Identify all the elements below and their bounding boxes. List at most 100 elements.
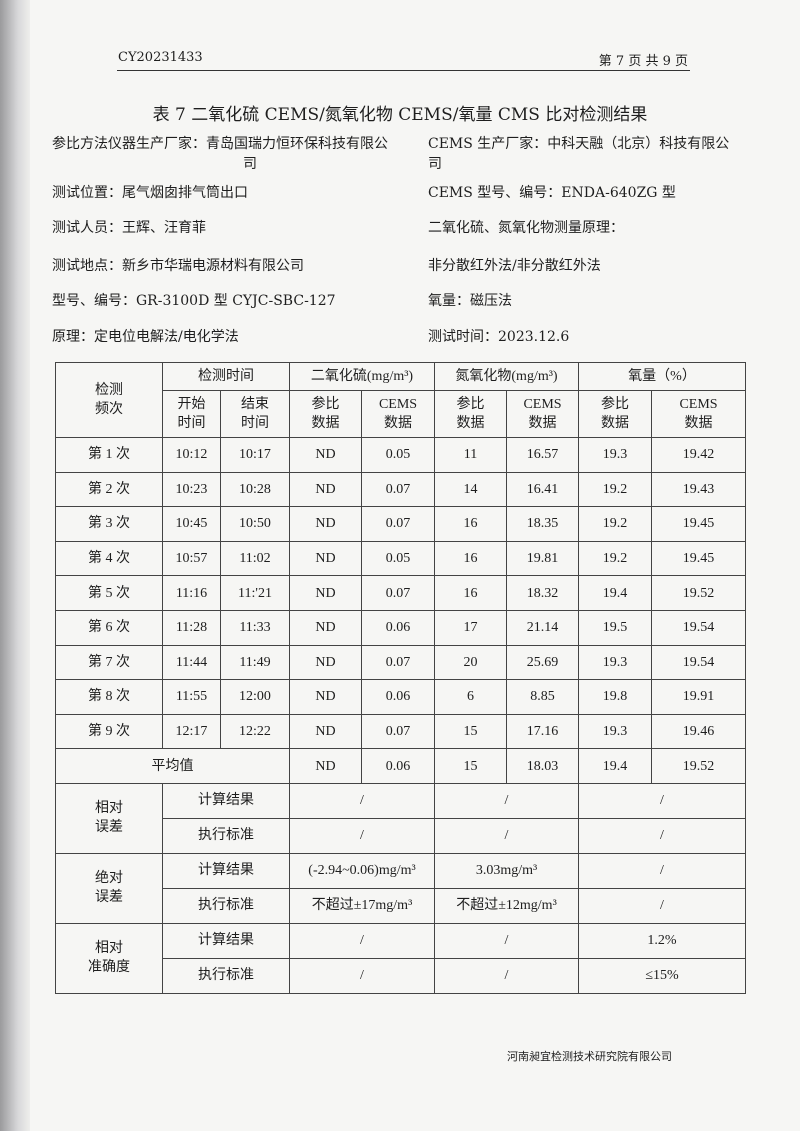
table-cell: 17 — [434, 609, 507, 646]
eval-cell: 不超过±12mg/m³ — [434, 887, 579, 924]
footer-company: 河南昶宜检测技术研究院有限公司 — [507, 1050, 672, 1063]
table-cell: ND — [289, 609, 362, 646]
table-cell: 第 6 次 — [55, 609, 163, 646]
table-cell: 0.05 — [361, 540, 435, 577]
header-so2: 二氧化硫(mg/m³) — [289, 362, 435, 391]
avg-cell: 19.4 — [578, 748, 652, 784]
table-row: 第 9 次 12:17 12:22 ND 0.07 15 17.16 19.3 19.46 — [55, 713, 746, 750]
table-cell: 第 7 次 — [55, 644, 163, 681]
table-cell: 第 2 次 — [55, 471, 163, 508]
table-cell: 0.07 — [361, 644, 435, 681]
table-row: 第 4 次 10:57 11:02 ND 0.05 16 19.81 19.2 19.45 — [55, 540, 746, 577]
table-cell: 第 5 次 — [55, 575, 163, 611]
table-cell: 19.45 — [651, 540, 746, 577]
eval-type: 计算结果 — [162, 782, 290, 819]
header-so2-ref: 参比 数据 — [289, 390, 362, 438]
eval-label: 相对 误差 — [55, 782, 163, 854]
document-number: CY20231433 — [118, 50, 203, 65]
header-divider — [117, 70, 690, 71]
test-personnel: 测试人员：王辉、汪育菲 — [52, 220, 206, 236]
table-cell: 8.85 — [506, 679, 579, 715]
results-table: 检测 频次 检测时间 二氧化硫(mg/m³) 氮氧化物(mg/m³) 氧量（%）… — [55, 362, 746, 994]
header-end: 结束 时间 — [220, 390, 290, 438]
ref-principle: 原理：定电位电解法/电化学法 — [52, 329, 239, 345]
eval-cell: / — [578, 887, 746, 924]
eval-row: 绝对 误差 计算结果 (-2.94~0.06)mg/m³ 3.03mg/m³ / — [55, 852, 746, 924]
table-row: 第 6 次 11:28 11:33 ND 0.06 17 21.14 19.5 19.54 — [55, 609, 746, 646]
table-cell: 10:50 — [220, 506, 290, 542]
table-cell: 19.43 — [651, 471, 746, 508]
ref-manufacturer: 参比方法仪器生产厂家：青岛国瑞力恒环保科技有限公 — [52, 136, 388, 152]
table-cell: ND — [289, 644, 362, 681]
table-cell: 19.2 — [578, 540, 652, 577]
table-cell: 16 — [434, 575, 507, 611]
header-frequency: 检测 频次 — [55, 362, 163, 438]
eval-cell: 不超过±17mg/m³ — [289, 887, 435, 924]
measurement-principle: 非分散红外法/非分散红外法 — [428, 258, 601, 274]
table-cell: ND — [289, 575, 362, 611]
table-cell: 10:45 — [162, 506, 221, 542]
page-number: 第 7 页 共 9 页 — [598, 54, 688, 69]
table-cell: 0.05 — [361, 437, 435, 473]
table-cell: 25.69 — [506, 644, 579, 681]
eval-row: 相对 误差 计算结果 / / / — [55, 782, 746, 854]
eval-cell: / — [434, 817, 579, 854]
eval-type: 计算结果 — [162, 852, 290, 889]
table-cell: 11 — [434, 437, 507, 473]
table-cell: 19.81 — [506, 540, 579, 577]
eval-row: 执行标准 / / ≤15% — [56, 957, 746, 994]
table-row: 第 1 次 10:12 10:17 ND 0.05 11 16.57 19.3 19.42 — [55, 437, 746, 473]
table-cell: 11:55 — [162, 679, 221, 715]
table-cell: ND — [289, 679, 362, 715]
eval-cell: / — [434, 922, 579, 959]
table-cell: 11:'21 — [220, 575, 290, 611]
avg-cell: 0.06 — [361, 748, 435, 784]
table-row: 第 2 次 10:23 10:28 ND 0.07 14 16.41 19.2 19.43 — [55, 471, 746, 508]
eval-cell: / — [289, 817, 435, 854]
table-cell: 6 — [434, 679, 507, 715]
table-cell: 10:23 — [162, 471, 221, 508]
table-cell: 0.06 — [361, 679, 435, 715]
table-cell: 19.2 — [578, 471, 652, 508]
table-cell: 19.54 — [651, 644, 746, 681]
table-cell: 16.41 — [506, 471, 579, 508]
table-row: 第 5 次 11:16 11:'21 ND 0.07 16 18.32 19.4 19.52 — [55, 575, 746, 611]
cems-manufacturer: CEMS 生产厂家：中科天融（北京）科技有限公 — [428, 136, 730, 152]
eval-cell: / — [578, 852, 746, 889]
eval-cell: / — [289, 957, 435, 994]
header-nox-cems: CEMS 数据 — [506, 390, 579, 438]
eval-cell: / — [289, 782, 435, 819]
eval-type: 执行标准 — [162, 887, 290, 924]
table-cell: 0.07 — [361, 506, 435, 542]
table-cell: 12:17 — [162, 713, 221, 750]
table-title: 表 7 二氧化硫 CEMS/氮氧化物 CEMS/氧量 CMS 比对检测结果 — [152, 105, 648, 125]
avg-cell: 18.03 — [506, 748, 579, 784]
table-cell: 10:28 — [220, 471, 290, 508]
scan-edge — [0, 0, 30, 1131]
eval-type: 执行标准 — [162, 957, 290, 994]
table-cell: 10:57 — [162, 540, 221, 577]
table-cell: 19.91 — [651, 679, 746, 715]
header-time: 检测时间 — [162, 362, 290, 391]
table-cell: 10:17 — [220, 437, 290, 473]
table-cell: 19.3 — [578, 713, 652, 750]
table-cell: 19.8 — [578, 679, 652, 715]
eval-cell: 1.2% — [578, 922, 746, 959]
table-cell: 第 3 次 — [55, 506, 163, 542]
eval-cell: / — [578, 817, 746, 854]
avg-cell: ND — [289, 748, 362, 784]
table-cell: 11:16 — [162, 575, 221, 611]
eval-type: 执行标准 — [162, 817, 290, 854]
table-cell: ND — [289, 437, 362, 473]
table-cell: 第 4 次 — [55, 540, 163, 577]
header-o2-ref: 参比 数据 — [578, 390, 652, 438]
cems-manufacturer-cont: 司 — [428, 156, 442, 172]
table-cell: ND — [289, 471, 362, 508]
ref-manufacturer-cont: 司 — [243, 156, 257, 172]
table-cell: 16 — [434, 506, 507, 542]
table-cell: 11:02 — [220, 540, 290, 577]
table-cell: 0.07 — [361, 471, 435, 508]
header-o2: 氧量（%） — [578, 362, 746, 391]
test-site: 测试地点：新乡市华瑞电源材料有限公司 — [52, 258, 304, 274]
table-cell: ND — [289, 713, 362, 750]
